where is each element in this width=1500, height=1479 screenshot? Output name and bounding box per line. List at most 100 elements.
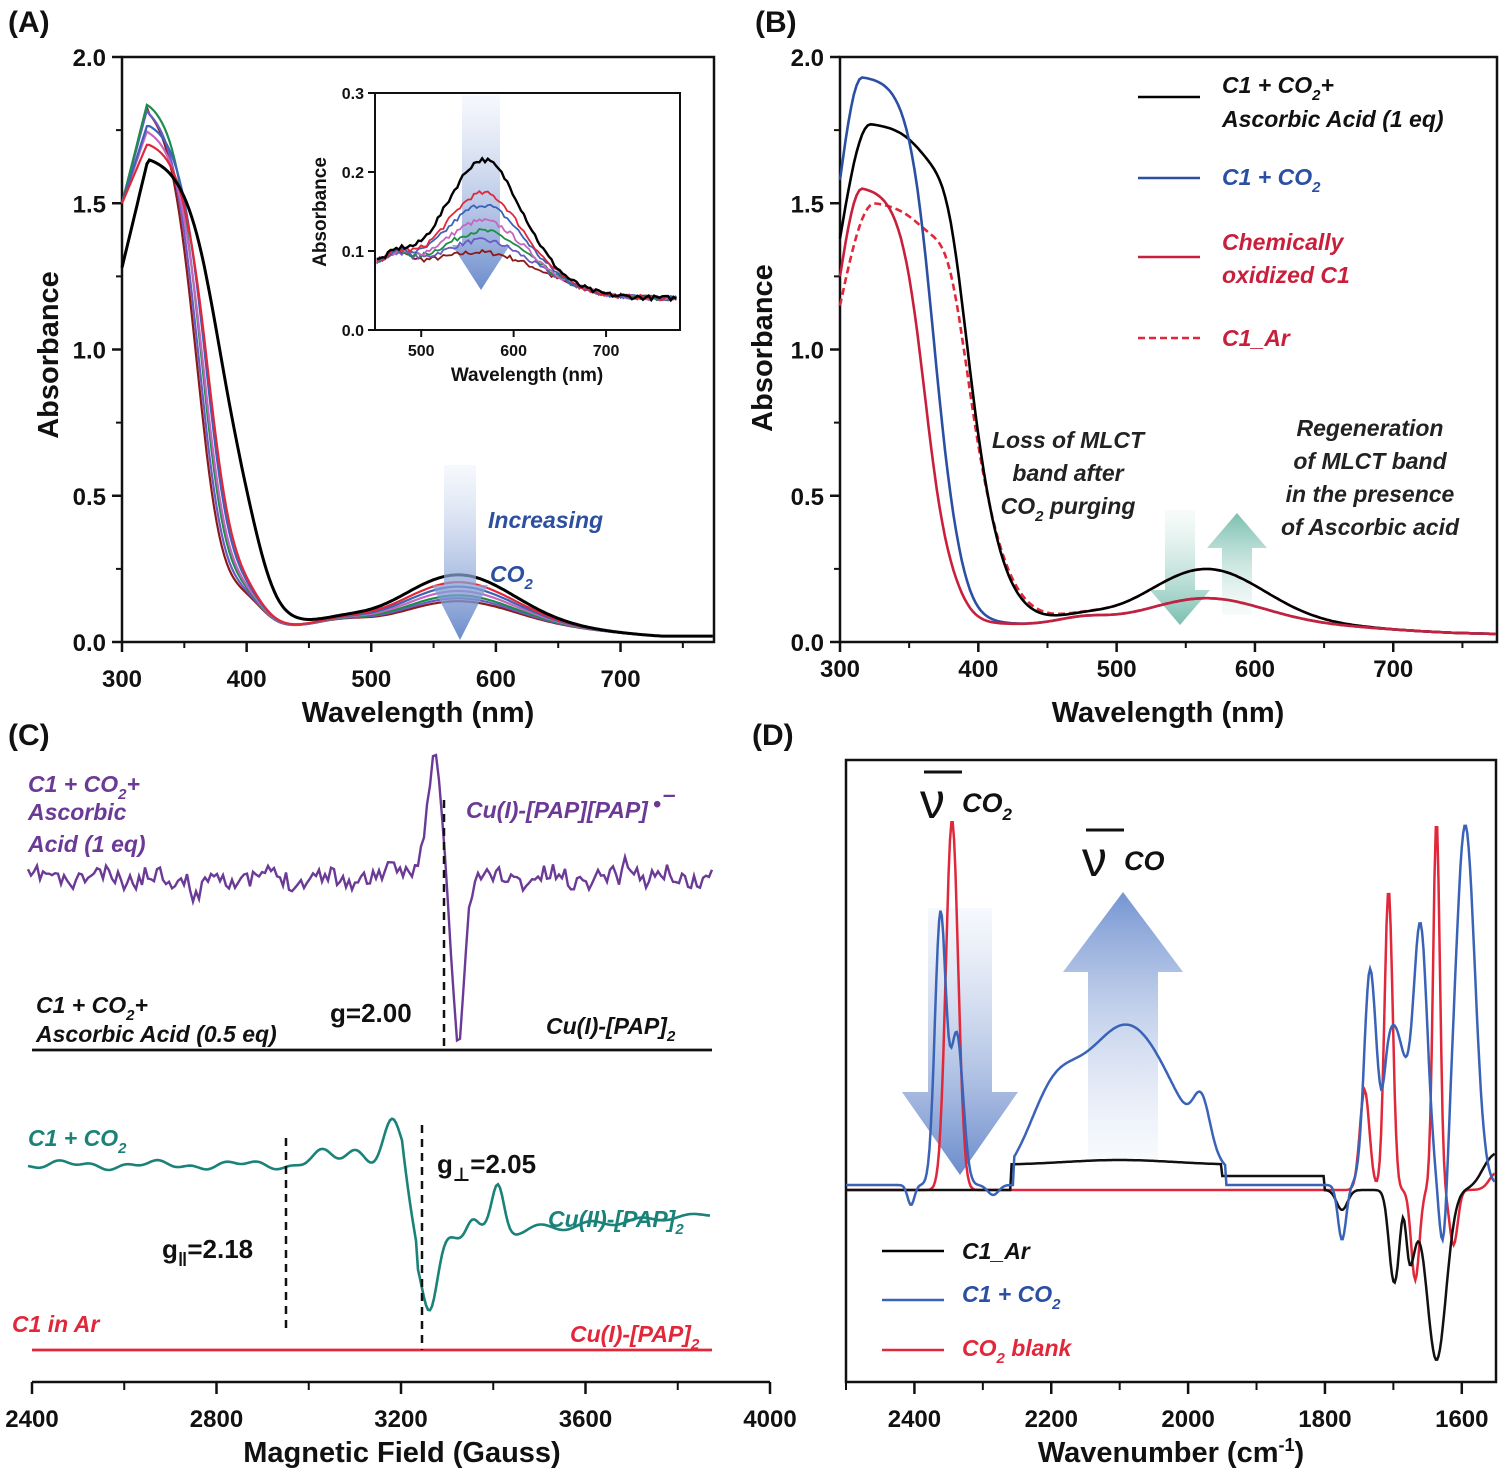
inset-ytick-label: 0.2 [342,165,364,182]
inset-curves [376,156,678,303]
inset-series-line [376,156,677,303]
panel-b-annotations: Loss of MLCT band after CO2 purging Rege… [992,415,1460,540]
c-trace3-label: C1 + CO2 [28,1125,127,1157]
panel-a-curves [120,103,713,638]
panel-c-ticks: 2400 2800 3200 3600 4000 [5,1382,797,1433]
a-ytick-label: 0.0 [73,630,106,657]
a-xtick-label: 700 [601,666,641,693]
legend-b-item-1: C1 + CO2+ [1222,72,1334,104]
regen-arrow-icon [1207,513,1267,615]
b-ytick-label: 1.0 [791,338,824,365]
regen-line-4: of Ascorbic acid [1281,514,1460,540]
c-trace2-label-1: C1 + CO2+ [36,992,148,1024]
c-xtick-label: 2800 [190,1406,243,1433]
b-xtick-label: 300 [820,656,860,683]
legend-b-item-3: Chemically [1222,229,1345,255]
c-xtick-label: 3600 [559,1406,612,1433]
panel-d-xlabel: Wavenumber (cm-1) [1038,1435,1304,1469]
panel-b-legend: C1 + CO2+ Ascorbic Acid (1 eq) C1 + CO2 … [1138,72,1444,351]
legend-d-item-3: CO2 blank [962,1335,1073,1367]
a-ytick-label: 2.0 [73,45,106,72]
g-par-label: g‖=2.18 [162,1234,253,1271]
d-xtick-label: 1800 [1298,1406,1351,1433]
c-trace1-label-1: C1 + CO2+ [28,771,140,803]
g-iso-label: g=2.00 [330,998,412,1028]
c-trace4-species: Cu(I)-[PAP]2 [570,1321,700,1353]
a-xtick-label: 600 [476,666,516,693]
a-xtick-label: 300 [102,666,142,693]
b-ytick-label: 1.5 [791,191,824,218]
c-trace3-species: Cu(II)-[PAP]2 [548,1206,684,1238]
inset-ytick-label: 0.1 [342,244,364,261]
nu-co-glyph: ν [1082,831,1107,887]
legend-b-item-3-line2: oxidized C1 [1222,262,1350,288]
loss-line-1: Loss of MLCT [992,427,1146,453]
panel-c-xlabel: Magnetic Field (Gauss) [243,1437,560,1469]
b-xtick-label: 700 [1373,656,1413,683]
d-series-c1-co2 [846,824,1496,1245]
b-xtick-label: 400 [958,656,998,683]
a-ytick-label: 1.0 [73,338,106,365]
legend-b-item-4: C1_Ar [1222,325,1291,351]
c-xtick-label: 4000 [743,1406,796,1433]
panel-a-label: (A) [8,6,50,39]
c-trace2-label-2: Ascorbic Acid (0.5 eq) [35,1021,277,1047]
d-series-c1-ar [846,1152,1496,1361]
inset-xtick-label: 600 [500,343,527,360]
c-trace4-label: C1 in Ar [12,1311,100,1337]
nu-co-symbol: ν CO [1082,828,1165,887]
inset-frame [374,92,681,331]
panel-c: (C) 2400 2800 3200 3600 4000 Magnetic Field … [5,719,796,1469]
panel-a-ticks: 300 400 500 600 700 0.0 0.5 1.0 1.5 2.0 [73,45,684,693]
g-perp-label: g⊥=2.05 [437,1149,536,1186]
panel-a-inset: 500 600 700 0.0 0.1 0.2 0.3 Wavelength (nm) Ab… [310,86,681,386]
b-ytick-label: 2.0 [791,45,824,72]
panel-a-ylabel: Absorbance [33,271,65,439]
panel-d-label: (D) [752,719,794,752]
panel-b-xlabel: Wavelength (nm) [1052,697,1285,729]
increasing-label: Increasing [488,507,603,533]
panel-c-labels: C1 + CO2+ Ascorbic Acid (1 eq) Cu(I)-[PA… [12,771,700,1353]
d-series-co2-blank [846,821,1496,1285]
a-ytick-label: 0.5 [73,484,106,511]
loss-line-2: band after [1012,460,1124,486]
d-xtick-label: 2200 [1025,1406,1078,1433]
panel-d-curves [846,821,1496,1361]
d-xtick-label: 1600 [1435,1406,1488,1433]
panel-b-curves [838,76,1496,636]
legend-d-item-1: C1_Ar [962,1238,1031,1264]
legend-d-item-2: C1 + CO2 [962,1281,1061,1313]
loss-line-3: CO2 purging [1001,493,1136,525]
inset-xtick-label: 500 [408,343,435,360]
co2-arrow-icon [432,465,488,640]
panel-b-ticks: 300 400 500 600 700 0.0 0.5 1.0 1.5 2.0 [791,45,1464,683]
inset-ytick-label: 0.3 [342,86,364,103]
inset-xtick-label: 700 [593,343,620,360]
c-xtick-label: 2400 [5,1406,58,1433]
regen-line-3: in the presence [1286,481,1455,507]
panel-b-label: (B) [755,6,797,39]
c-trace1-species: Cu(I)-[PAP][PAP] •– [466,781,676,823]
inset-ylabel: Absorbance [310,157,331,267]
panel-b-ylabel: Absorbance [747,264,779,432]
legend-b-item-2: C1 + CO2 [1222,164,1321,196]
nu-co2-glyph: ν [920,773,945,829]
b-ytick-label: 0.5 [791,484,824,511]
nu-co2-symbol: ν CO2 [920,770,1013,829]
panel-b: (B) 300 400 500 600 700 0.0 0.5 1.0 1.5 2.0 Wavel… [747,6,1499,729]
c-trace1-label-2: Ascorbic [27,799,127,825]
panel-a-xlabel: Wavelength (nm) [302,697,535,729]
loss-arrow-icon [1150,510,1210,625]
panel-d-frame [844,758,1498,1384]
d-xtick-label: 2400 [888,1406,941,1433]
nu-co-text: CO [1124,846,1165,876]
c-trace2-species: Cu(I)-[PAP]2 [546,1013,676,1045]
panel-d: (D) 2400 2200 2000 1800 1600 Wavenumber (cm-… [752,719,1498,1469]
a-xtick-label: 500 [351,666,391,693]
panel-d-legend: C1_Ar C1 + CO2 CO2 blank [882,1238,1073,1367]
regen-line-1: Regeneration [1297,415,1444,441]
panel-a: (A) 300 400 500 600 700 0.0 0.5 1.0 1.5 2.0 Wavel… [8,6,716,729]
b-xtick-label: 600 [1235,656,1275,683]
b-series-line [838,187,1496,636]
